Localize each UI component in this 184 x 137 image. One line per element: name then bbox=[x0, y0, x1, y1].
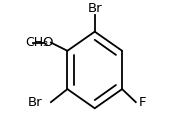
Text: F: F bbox=[139, 96, 147, 109]
Text: Br: Br bbox=[87, 2, 102, 15]
Text: O: O bbox=[42, 36, 53, 49]
Text: CH₃: CH₃ bbox=[26, 36, 49, 49]
Text: Br: Br bbox=[28, 96, 43, 109]
